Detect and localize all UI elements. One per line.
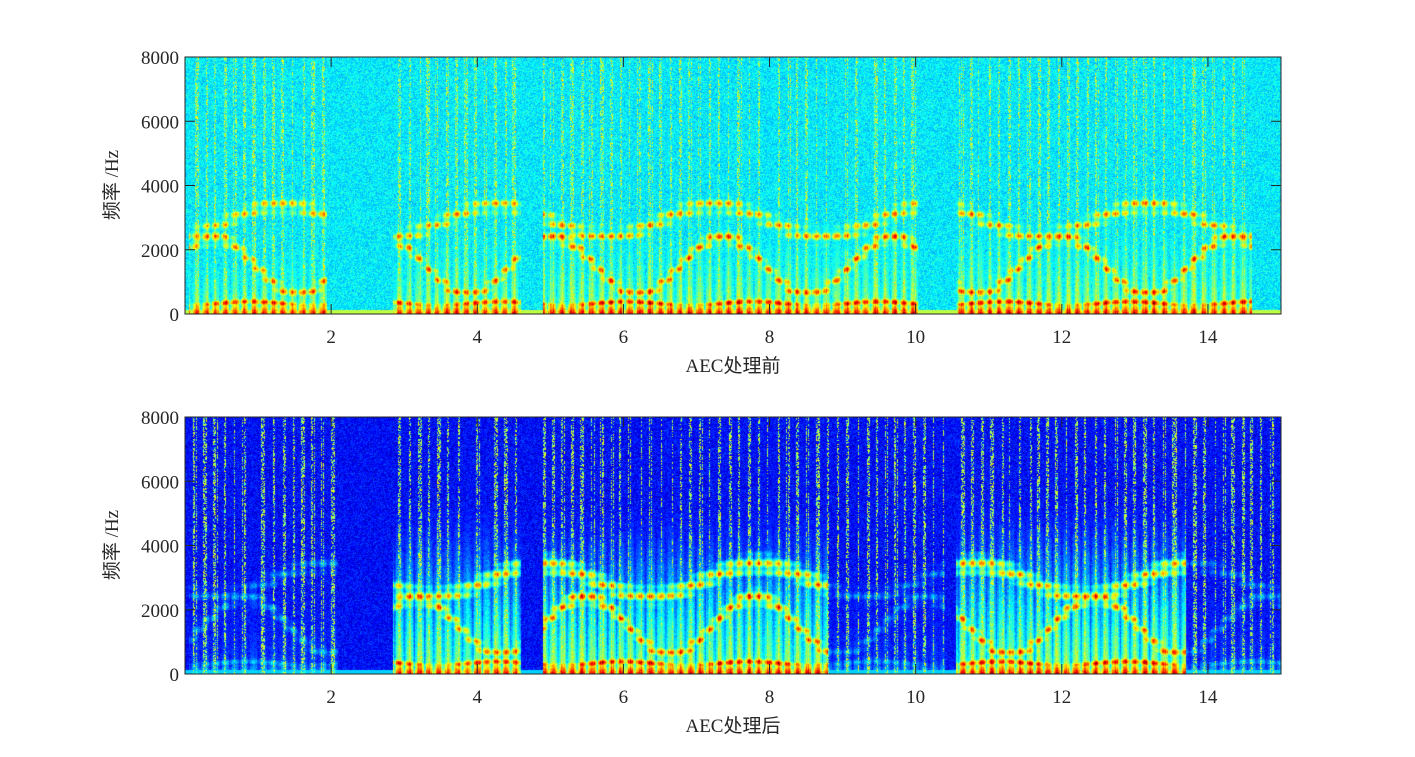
x-tick-label: 8 bbox=[765, 327, 775, 348]
y-tick-label: 2000 bbox=[141, 241, 179, 262]
y-axis-label-before: 频率 /Hz bbox=[101, 150, 123, 220]
spectrogram-after-image bbox=[185, 417, 1281, 674]
x-tick-label: 4 bbox=[473, 327, 483, 348]
tick-marks-before bbox=[185, 56, 1281, 315]
y-tick-label: 8000 bbox=[141, 48, 179, 69]
x-tick-label: 2 bbox=[326, 687, 336, 708]
y-tick-label: 4000 bbox=[141, 177, 179, 198]
x-tick-label: 6 bbox=[619, 687, 629, 708]
x-tick-label: 6 bbox=[619, 327, 629, 348]
y-tick-label: 8000 bbox=[141, 408, 179, 429]
x-tick-label: 2 bbox=[326, 327, 336, 348]
x-tick-label: 14 bbox=[1198, 687, 1218, 708]
x-axis-label-after: AEC处理后 bbox=[685, 715, 780, 737]
spectrogram-before-image bbox=[185, 57, 1281, 314]
y-tick-label: 4000 bbox=[141, 537, 179, 558]
y-tick-label: 0 bbox=[170, 665, 180, 686]
spectrogram-after-aec: 2 4 6 8 10 12 14 0 2000 4000 6000 8000 AEC处理后 频率 /H… bbox=[101, 408, 1282, 737]
tick-marks-after bbox=[185, 416, 1281, 675]
spectrogram-after-canvas-wrap bbox=[185, 417, 1281, 674]
y-tick-label: 6000 bbox=[141, 472, 179, 493]
spectrogram-before-canvas-wrap bbox=[185, 57, 1281, 314]
x-tick-label: 4 bbox=[473, 687, 483, 708]
x-tick-label: 10 bbox=[906, 687, 925, 708]
y-tick-label: 0 bbox=[170, 305, 180, 326]
x-tick-label: 10 bbox=[906, 327, 925, 348]
tick-labels-before: 2 4 6 8 10 12 14 0 2000 4000 6000 8000 bbox=[141, 48, 1218, 348]
x-axis-label-before: AEC处理前 bbox=[685, 355, 780, 377]
y-tick-label: 2000 bbox=[141, 601, 179, 622]
y-tick-label: 6000 bbox=[141, 112, 179, 133]
x-tick-label: 8 bbox=[765, 687, 775, 708]
x-tick-label: 12 bbox=[1052, 687, 1071, 708]
spectrogram-before-aec: 2 4 6 8 10 12 14 0 2000 4000 6000 8000 AEC处理前 频率 /H… bbox=[101, 48, 1282, 377]
x-tick-label: 12 bbox=[1052, 327, 1071, 348]
y-axis-label-after: 频率 /Hz bbox=[101, 510, 123, 580]
tick-labels-after: 2 4 6 8 10 12 14 0 2000 4000 6000 8000 bbox=[141, 408, 1218, 708]
x-tick-label: 14 bbox=[1198, 327, 1218, 348]
